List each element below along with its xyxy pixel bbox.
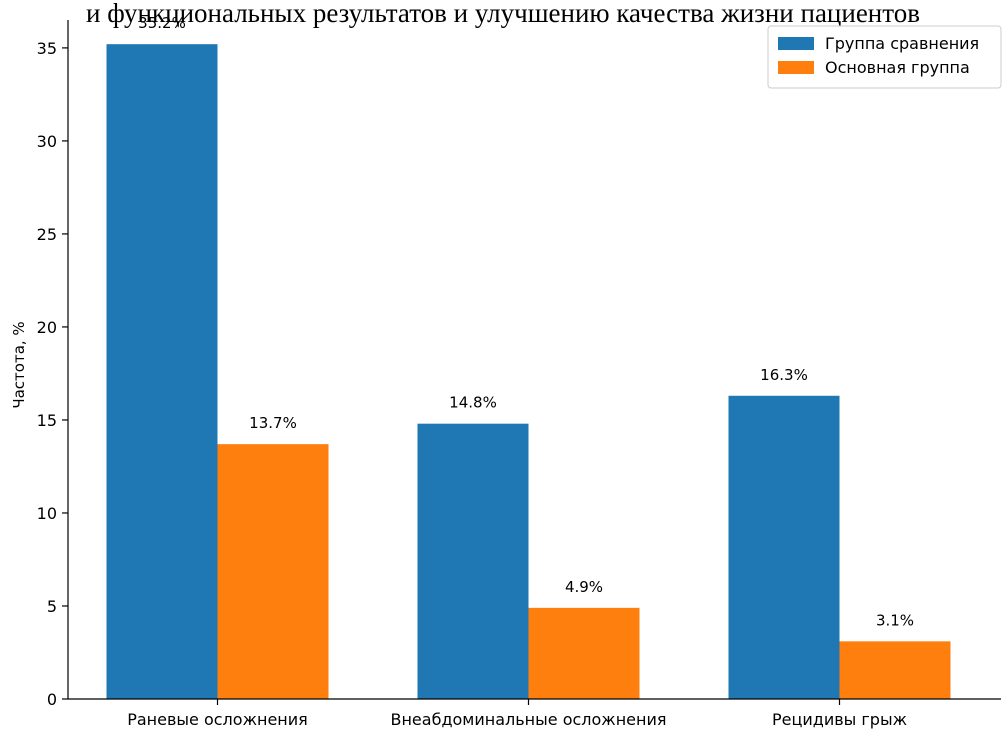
y-tick-label: 5 <box>47 597 57 616</box>
legend-label: Основная группа <box>825 58 970 77</box>
x-tick-label: Раневые осложнения <box>127 710 308 729</box>
legend: Группа сравнения Основная группа <box>767 25 1002 89</box>
legend-box <box>767 25 1002 89</box>
legend-swatch <box>778 37 814 50</box>
bar-value-label: 16.3% <box>760 366 808 384</box>
bar-value-label: 14.8% <box>449 394 497 412</box>
bar-comparison-3 <box>728 395 840 699</box>
y-tick-label: 20 <box>37 318 57 337</box>
y-tick-label: 30 <box>37 132 57 151</box>
y-tick-label: 0 <box>47 690 57 709</box>
y-tick-label: 25 <box>37 225 57 244</box>
bar-value-label: 3.1% <box>876 611 914 629</box>
bar-main-1 <box>217 444 329 699</box>
bar-main-3 <box>839 641 951 699</box>
y-tick-label: 35 <box>37 39 57 58</box>
bar-value-label: 35.2% <box>138 14 186 32</box>
bar-main-2 <box>528 607 640 699</box>
chart-title: и функциональных результатов и улучшению… <box>86 0 920 28</box>
bar-comparison-2 <box>417 423 529 699</box>
y-axis-label: Частота, % <box>10 321 28 408</box>
legend-swatch <box>778 61 814 74</box>
x-axis: Раневые осложнения Внеабдоминальные ослож… <box>68 698 1001 729</box>
y-tick-label: 10 <box>37 504 57 523</box>
bar-value-label: 13.7% <box>249 414 297 432</box>
legend-label: Группа сравнения <box>825 34 979 53</box>
plot-area: 35.2% 13.7% 14.8% 4.9% 16.3% 3.1% <box>106 14 951 699</box>
x-tick-label: Рецидивы грыж <box>772 710 907 729</box>
y-axis: 0 5 10 15 20 25 30 35 <box>37 20 69 709</box>
y-tick-label: 15 <box>37 411 57 430</box>
x-tick-label: Внеабдоминальные осложнения <box>390 710 666 729</box>
bar-comparison-1 <box>106 44 218 699</box>
bar-value-label: 4.9% <box>565 578 603 596</box>
